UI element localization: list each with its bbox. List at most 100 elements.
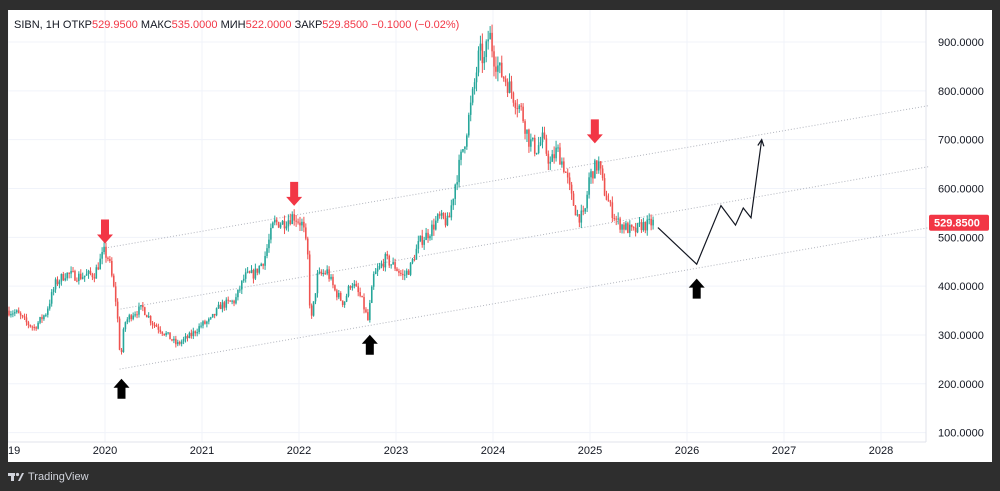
- candle-body[interactable]: [493, 51, 495, 67]
- candle-body[interactable]: [353, 283, 356, 286]
- candle-body[interactable]: [56, 279, 59, 285]
- candle-body[interactable]: [518, 105, 521, 109]
- candle-body[interactable]: [231, 300, 233, 302]
- candle-body[interactable]: [287, 220, 290, 227]
- channel-line-lower[interactable]: [119, 227, 930, 370]
- candle-body[interactable]: [590, 171, 592, 178]
- candle-body[interactable]: [252, 270, 255, 279]
- candle-body[interactable]: [204, 321, 206, 324]
- candle-body[interactable]: [357, 286, 359, 293]
- candle-body[interactable]: [227, 299, 230, 301]
- candle-body[interactable]: [421, 235, 424, 245]
- candle-body[interactable]: [632, 227, 635, 229]
- candle-body[interactable]: [312, 301, 315, 316]
- candle-body[interactable]: [35, 327, 37, 329]
- candle-body[interactable]: [138, 306, 140, 315]
- candle-body[interactable]: [326, 269, 328, 274]
- candle-body[interactable]: [625, 223, 627, 230]
- candle-body[interactable]: [388, 255, 391, 266]
- candle-body[interactable]: [76, 280, 78, 282]
- candle-body[interactable]: [469, 102, 472, 115]
- candle-body[interactable]: [178, 342, 181, 344]
- candle-body[interactable]: [118, 318, 121, 350]
- candle-body[interactable]: [359, 292, 361, 296]
- candle-body[interactable]: [438, 214, 441, 216]
- candle-body[interactable]: [190, 332, 193, 337]
- candle-body[interactable]: [293, 214, 295, 221]
- candle-body[interactable]: [648, 218, 650, 220]
- candle-body[interactable]: [223, 302, 226, 308]
- candle-body[interactable]: [566, 172, 569, 178]
- candle-body[interactable]: [89, 270, 92, 274]
- candle-body[interactable]: [242, 278, 245, 281]
- candle-body[interactable]: [217, 304, 220, 309]
- candle-body[interactable]: [652, 219, 654, 226]
- candle-body[interactable]: [347, 286, 350, 296]
- candle-body[interactable]: [433, 224, 435, 230]
- candle-body[interactable]: [522, 106, 524, 122]
- candle-body[interactable]: [580, 210, 583, 223]
- candle-body[interactable]: [448, 215, 451, 218]
- candle-body[interactable]: [142, 305, 144, 308]
- candle-body[interactable]: [17, 310, 20, 314]
- candle-body[interactable]: [206, 321, 208, 324]
- candle-body[interactable]: [402, 273, 404, 276]
- candle-body[interactable]: [485, 41, 488, 58]
- candle-body[interactable]: [367, 312, 369, 321]
- candle-body[interactable]: [297, 221, 299, 223]
- candle-body[interactable]: [215, 308, 218, 316]
- candle-body[interactable]: [609, 201, 612, 203]
- chart-panel[interactable]: 100.0000 200.0000 300.0000 400.0000 500.0000…: [8, 10, 992, 462]
- candle-body[interactable]: [532, 137, 534, 140]
- candle-body[interactable]: [322, 273, 325, 275]
- channel-line-upper[interactable]: [104, 104, 930, 249]
- candle-body[interactable]: [572, 193, 575, 206]
- candle-body[interactable]: [48, 303, 51, 309]
- candle-body[interactable]: [10, 314, 12, 316]
- candle-body[interactable]: [54, 279, 57, 290]
- candle-body[interactable]: [444, 218, 447, 226]
- candle-body[interactable]: [163, 333, 165, 335]
- candle-body[interactable]: [475, 72, 478, 83]
- candle-body[interactable]: [93, 277, 96, 279]
- candle-body[interactable]: [557, 147, 559, 149]
- candle-body[interactable]: [462, 149, 464, 152]
- candle-body[interactable]: [403, 274, 406, 276]
- candle-body[interactable]: [504, 78, 507, 83]
- candle-body[interactable]: [103, 246, 105, 253]
- candle-body[interactable]: [483, 57, 486, 64]
- candle-body[interactable]: [208, 318, 210, 322]
- candle-body[interactable]: [363, 297, 365, 310]
- candle-body[interactable]: [460, 151, 462, 160]
- candle-body[interactable]: [338, 292, 340, 298]
- candle-body[interactable]: [87, 270, 90, 274]
- candle-body[interactable]: [419, 235, 422, 242]
- candle-body[interactable]: [180, 341, 183, 344]
- candle-body[interactable]: [392, 262, 394, 265]
- candle-body[interactable]: [345, 295, 348, 302]
- candle-body[interactable]: [563, 161, 565, 172]
- candle-body[interactable]: [268, 239, 270, 249]
- candle-body[interactable]: [184, 336, 187, 340]
- candle-body[interactable]: [621, 224, 623, 230]
- candle-body[interactable]: [182, 339, 185, 342]
- candle-body[interactable]: [328, 269, 330, 279]
- candle-body[interactable]: [369, 302, 371, 321]
- candle-body[interactable]: [568, 177, 571, 185]
- candle-body[interactable]: [415, 248, 418, 260]
- candle-body[interactable]: [41, 317, 43, 320]
- candle-body[interactable]: [330, 276, 332, 279]
- candle-body[interactable]: [530, 139, 532, 147]
- candle-body[interactable]: [365, 309, 367, 313]
- candle-body[interactable]: [151, 322, 154, 325]
- candle-body[interactable]: [273, 219, 276, 223]
- candle-body[interactable]: [495, 66, 497, 72]
- candle-body[interactable]: [264, 255, 266, 266]
- candle-body[interactable]: [124, 322, 127, 330]
- candle-body[interactable]: [248, 271, 251, 273]
- candle-body[interactable]: [132, 315, 134, 320]
- candle-body[interactable]: [186, 336, 189, 339]
- candle-body[interactable]: [638, 222, 641, 224]
- candle-body[interactable]: [211, 313, 214, 318]
- candle-body[interactable]: [266, 248, 268, 256]
